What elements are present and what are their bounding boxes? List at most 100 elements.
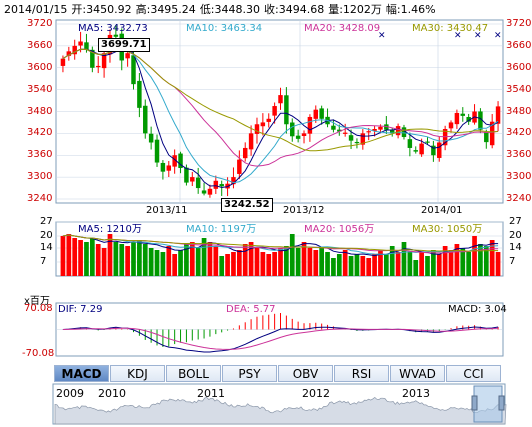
volume-bar (307, 248, 313, 276)
price-ytick-right: 3540 (506, 83, 532, 95)
candle-body (207, 188, 213, 195)
candle-body (201, 190, 207, 194)
volume-ma-legend: MA10: 1197万 (186, 224, 257, 235)
price-ytick-right: 3240 (506, 193, 532, 204)
candle-body (101, 53, 107, 69)
volume-bar (201, 238, 207, 276)
candle-body (172, 155, 177, 167)
volume-bar (331, 258, 336, 276)
candle-body (237, 159, 242, 174)
price-ma-line (62, 48, 499, 152)
candle-body (260, 122, 266, 127)
tab-boll[interactable]: BOLL (166, 365, 221, 382)
volume-bar (213, 246, 219, 276)
candle-body (407, 139, 413, 148)
volume-ytick-left: 27 (40, 216, 53, 227)
price-ma-legend: MA30: 3430.47 (412, 23, 489, 34)
candle-body (372, 129, 377, 131)
candle-body (160, 162, 166, 172)
price-xtick: 2013/12 (283, 205, 325, 216)
volume-bar (413, 260, 419, 276)
volume-ma-legend: MA30: 1050万 (412, 224, 483, 235)
price-xtick: 2014/01 (421, 205, 463, 216)
volume-bar (72, 238, 78, 276)
candle-body (313, 109, 319, 119)
volume-bar (107, 234, 113, 276)
overview-year-label: 2009 (56, 387, 84, 400)
volume-bar (125, 246, 130, 276)
candle-body (319, 108, 324, 119)
tab-kdj[interactable]: KDJ (110, 365, 165, 382)
volume-bar (383, 254, 389, 276)
candle-body (190, 177, 195, 182)
quote-volume: 量:1202万 (328, 3, 382, 16)
candle-body (389, 129, 395, 134)
volume-bar (436, 254, 442, 276)
tab-wvad[interactable]: WVAD (390, 365, 445, 382)
macd-dea-label: DEA: 5.77 (226, 304, 276, 315)
volume-bar (242, 244, 248, 276)
macd-ytick-top: 70.08 (24, 303, 53, 314)
volume-bar (313, 250, 319, 276)
candle-body (219, 184, 224, 187)
tab-obv[interactable]: OBV (278, 365, 333, 382)
tab-rsi[interactable]: RSI (334, 365, 389, 382)
macd-value-label: MACD: 3.04 (448, 304, 507, 315)
price-ytick-left: 3480 (27, 105, 53, 117)
price-low-callout: 3242.52 (221, 198, 273, 212)
quote-open: 开:3450.92 (71, 3, 132, 16)
event-marker: ✕ (494, 31, 502, 41)
volume-bar (254, 248, 260, 276)
volume-bar (113, 242, 119, 276)
overview-selection (473, 385, 503, 423)
price-ma-legend: MA10: 3463.34 (186, 23, 263, 34)
candle-body (395, 126, 401, 136)
volume-ytick-left: 20 (40, 230, 53, 241)
tab-cci[interactable]: CCI (446, 365, 501, 382)
volume-bar (95, 244, 101, 276)
volume-bar (442, 246, 448, 276)
tab-psy[interactable]: PSY (222, 365, 277, 382)
price-ytick-left: 3600 (27, 61, 53, 73)
volume-bar (401, 242, 407, 276)
candle-body (295, 135, 301, 139)
price-ytick-left: 3660 (27, 39, 53, 51)
volume-ytick-right: 14 (509, 242, 522, 253)
volume-ytick-right: 20 (509, 230, 522, 241)
candle-body (413, 150, 418, 152)
volume-bar (431, 250, 436, 276)
candle-body (125, 53, 130, 59)
tab-macd[interactable]: MACD (54, 365, 109, 382)
quote-high: 高:3495.24 (135, 3, 196, 16)
overview-area (54, 396, 507, 425)
candle-body (284, 95, 289, 125)
overview-year-label: 2010 (98, 387, 126, 400)
price-ytick-left: 3300 (27, 171, 53, 183)
candle-body (348, 135, 354, 141)
candle-body (254, 124, 260, 134)
candle-body (301, 133, 307, 136)
price-xtick: 2013/11 (146, 205, 188, 216)
candle-body (242, 147, 248, 159)
candle-body (460, 113, 466, 116)
volume-bar (319, 248, 325, 276)
volume-bar (366, 258, 372, 276)
candle-body (184, 167, 189, 183)
volume-unit: x百万 (24, 296, 50, 307)
volume-bar (89, 238, 95, 276)
volume-bar (207, 242, 213, 276)
volume-bar (325, 252, 330, 276)
overview-year-label: 2011 (197, 387, 225, 400)
volume-bar (472, 236, 477, 276)
volume-bar (184, 244, 189, 276)
candle-body (266, 118, 271, 122)
candle-body (290, 122, 295, 137)
volume-ma-legend: MA5: 1210万 (78, 224, 142, 235)
volume-bar (60, 236, 66, 276)
volume-bar (289, 234, 295, 276)
price-ytick-right: 3360 (506, 149, 532, 161)
candle-body (231, 177, 236, 185)
volume-bar (195, 248, 201, 276)
event-marker: ✕ (454, 31, 462, 41)
